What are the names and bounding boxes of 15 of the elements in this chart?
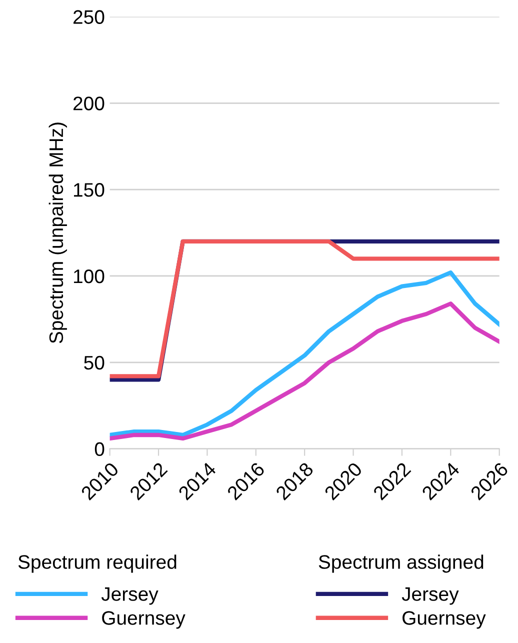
y-tick-label: 200 <box>73 96 104 110</box>
y-tick-label: 250 <box>73 10 104 24</box>
legend-label: Jersey <box>101 587 158 605</box>
text: Spectrum required <box>18 554 176 573</box>
line-series <box>110 302 500 441</box>
legend-label: Guernsey <box>102 611 186 629</box>
legend-label: Jersey <box>402 587 459 605</box>
y-tick-label: 100 <box>74 269 104 284</box>
legend-label: Guernsey <box>402 611 486 629</box>
text: Spectrum assigned <box>318 554 484 573</box>
y-tick-label: 0 <box>94 442 104 456</box>
y-tick-label: 50 <box>84 356 104 370</box>
line-series <box>110 270 500 438</box>
y-axis-title: Spectrum (unpaired MHz) <box>48 122 67 344</box>
y-tick-label: 150 <box>74 183 104 197</box>
